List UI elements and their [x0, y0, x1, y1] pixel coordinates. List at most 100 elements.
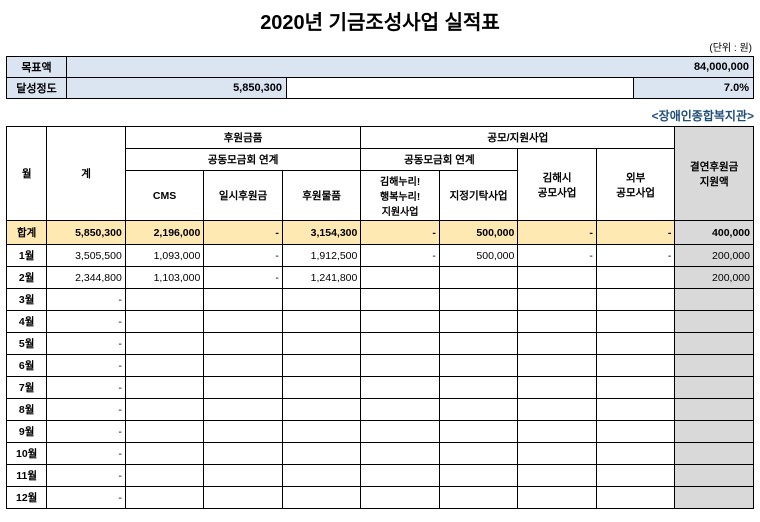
data-cell	[125, 421, 204, 443]
table-row: 2월2,344,8001,103,000-1,241,800200,000	[7, 267, 754, 289]
data-cell	[282, 355, 361, 377]
hdr-sponsor: 후원금품	[125, 127, 361, 149]
data-cell	[204, 443, 283, 465]
data-cell	[204, 311, 283, 333]
hdr-project: 공모/지원사업	[361, 127, 675, 149]
data-cell: 200,000	[675, 267, 754, 289]
total-row: 합계5,850,3002,196,000-3,154,300-500,000--…	[7, 221, 754, 245]
table-row: 8월-	[7, 399, 754, 421]
month-cell: 5월	[7, 333, 47, 355]
data-cell	[361, 465, 440, 487]
hdr-month: 월	[7, 127, 47, 221]
data-cell: -	[47, 465, 126, 487]
total-cell: 400,000	[675, 221, 754, 245]
data-cell	[439, 311, 518, 333]
data-cell	[439, 487, 518, 509]
hdr-nuri: 김해누리! 행복누리! 지원사업	[361, 171, 440, 221]
data-cell: -	[204, 267, 283, 289]
month-cell: 3월	[7, 289, 47, 311]
data-cell	[125, 487, 204, 509]
month-cell: 1월	[7, 245, 47, 267]
data-cell	[282, 377, 361, 399]
data-cell	[518, 267, 597, 289]
data-cell	[675, 377, 754, 399]
data-cell	[675, 355, 754, 377]
data-cell	[282, 289, 361, 311]
month-cell: 9월	[7, 421, 47, 443]
data-cell	[439, 355, 518, 377]
data-cell	[675, 487, 754, 509]
data-cell: -	[47, 289, 126, 311]
month-cell: 12월	[7, 487, 47, 509]
data-cell: 1,103,000	[125, 267, 204, 289]
data-cell	[439, 465, 518, 487]
data-cell	[596, 443, 675, 465]
total-cell: 3,154,300	[282, 221, 361, 245]
data-cell	[361, 443, 440, 465]
data-cell: -	[361, 245, 440, 267]
data-cell	[596, 399, 675, 421]
data-cell	[125, 355, 204, 377]
hdr-cms: CMS	[125, 171, 204, 221]
month-cell: 7월	[7, 377, 47, 399]
total-cell: -	[361, 221, 440, 245]
data-cell	[518, 421, 597, 443]
data-cell	[204, 465, 283, 487]
data-cell: 3,505,500	[47, 245, 126, 267]
data-cell	[596, 355, 675, 377]
data-cell: -	[47, 487, 126, 509]
data-cell	[596, 333, 675, 355]
total-cell: -	[204, 221, 283, 245]
data-cell	[518, 355, 597, 377]
total-cell: 2,196,000	[125, 221, 204, 245]
target-value: 84,000,000	[67, 57, 754, 78]
hdr-external: 외부 공모사업	[596, 149, 675, 221]
data-cell	[282, 333, 361, 355]
data-cell: -	[596, 245, 675, 267]
table-row: 11월-	[7, 465, 754, 487]
table-row: 6월-	[7, 355, 754, 377]
hdr-anti-smoking: 결연후원금 지원액	[675, 127, 754, 221]
data-cell	[518, 443, 597, 465]
data-cell: 1,912,500	[282, 245, 361, 267]
data-cell	[518, 465, 597, 487]
month-cell: 6월	[7, 355, 47, 377]
table-row: 12월-	[7, 487, 754, 509]
data-cell	[361, 487, 440, 509]
month-cell: 11월	[7, 465, 47, 487]
progress-value: 5,850,300	[67, 78, 287, 99]
table-row: 1월3,505,5001,093,000-1,912,500-500,000--…	[7, 245, 754, 267]
table-row: 9월-	[7, 421, 754, 443]
data-cell	[282, 443, 361, 465]
table-row: 3월-	[7, 289, 754, 311]
data-cell	[204, 333, 283, 355]
data-cell: -	[47, 377, 126, 399]
hdr-total: 계	[47, 127, 126, 221]
data-cell	[125, 377, 204, 399]
data-cell	[439, 377, 518, 399]
progress-spacer	[287, 78, 634, 99]
data-cell	[125, 465, 204, 487]
table-row: 7월-	[7, 377, 754, 399]
total-cell: -	[518, 221, 597, 245]
data-cell	[361, 311, 440, 333]
data-cell	[596, 421, 675, 443]
hdr-onetime: 일시후원금	[204, 171, 283, 221]
data-cell	[518, 487, 597, 509]
data-cell	[204, 421, 283, 443]
data-cell	[439, 289, 518, 311]
data-cell	[596, 267, 675, 289]
month-cell: 2월	[7, 267, 47, 289]
data-cell: 1,093,000	[125, 245, 204, 267]
data-cell: 200,000	[675, 245, 754, 267]
summary-table: 목표액 84,000,000 달성정도 5,850,300 7.0%	[6, 56, 754, 99]
data-cell	[675, 333, 754, 355]
data-cell	[675, 465, 754, 487]
data-cell: 500,000	[439, 245, 518, 267]
month-cell: 8월	[7, 399, 47, 421]
table-row: 5월-	[7, 333, 754, 355]
data-cell: -	[47, 333, 126, 355]
data-cell: 1,241,800	[282, 267, 361, 289]
data-cell	[282, 465, 361, 487]
total-cell: 500,000	[439, 221, 518, 245]
